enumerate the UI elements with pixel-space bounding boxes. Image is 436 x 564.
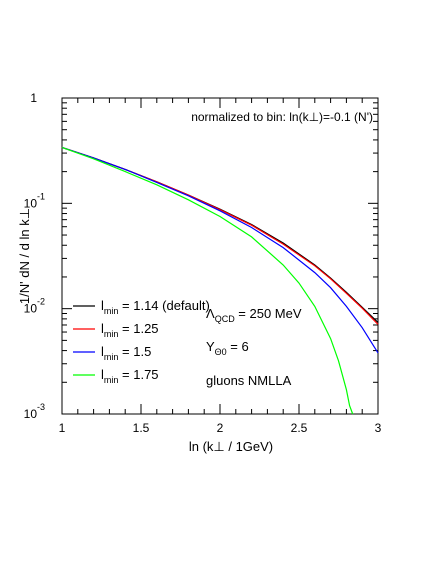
legend-label-main: l xyxy=(101,344,104,359)
y-tick-label: 10 xyxy=(24,302,38,316)
y-tick-exponent: -2 xyxy=(37,297,45,307)
legend-label: lmin = 1.5 xyxy=(101,344,151,362)
legend-label-sub: min xyxy=(104,352,119,362)
axis-ticks xyxy=(61,98,379,415)
x-tick-label: 2.5 xyxy=(291,421,308,435)
x-tick-label: 1.5 xyxy=(133,421,150,435)
annotation-rest: = 6 xyxy=(227,339,249,354)
x-axis-label: ln (k⊥ / 1GeV) xyxy=(189,439,273,454)
legend-label: lmin = 1.75 xyxy=(101,367,159,385)
y-tick-exponent: -3 xyxy=(37,402,45,412)
legend-label-main: l xyxy=(101,321,104,336)
series-line xyxy=(61,146,379,354)
legend-label: lmin = 1.14 (default) xyxy=(101,298,210,316)
y-tick-label: 10 xyxy=(24,407,38,421)
annotation-main: gluons NMLLA xyxy=(206,373,292,388)
series-layer xyxy=(61,146,379,415)
annotation: YΘ0 = 6 xyxy=(206,339,249,357)
legend-label-sub: min xyxy=(104,306,119,316)
series-line xyxy=(61,146,354,415)
legend-label-sub: min xyxy=(104,329,119,339)
x-tick-label: 1 xyxy=(59,421,66,435)
annotation-main: Λ xyxy=(206,306,215,321)
annotation-rest: = 250 MeV xyxy=(235,306,302,321)
annotation: ΛQCD = 250 MeV xyxy=(206,306,302,324)
y-axis-label: 1/N' dN / d ln k⊥ xyxy=(17,208,32,304)
x-tick-label: 3 xyxy=(375,421,382,435)
legend-label: lmin = 1.25 xyxy=(101,321,159,339)
legend-label-rest: = 1.25 xyxy=(118,321,158,336)
legend-label-sub: min xyxy=(104,375,119,385)
top-annotation: normalized to bin: ln(k⊥)=-0.1 (N') xyxy=(191,110,373,124)
x-tick-label: 2 xyxy=(217,421,224,435)
annotation-sub: Θ0 xyxy=(215,347,227,357)
legend-label-main: l xyxy=(101,367,104,382)
legend-label-rest: = 1.5 xyxy=(118,344,151,359)
annotation: gluons NMLLA xyxy=(206,373,292,388)
legend-label-main: l xyxy=(101,298,104,313)
y-tick-exponent: -1 xyxy=(37,191,45,201)
y-tick-label: 10 xyxy=(24,196,38,210)
legend-label-rest: = 1.75 xyxy=(118,367,158,382)
annotation-main: Y xyxy=(206,339,215,354)
legend-label-rest: = 1.14 (default) xyxy=(118,298,209,313)
y-tick-label: 1 xyxy=(30,91,37,105)
annotation-sub: QCD xyxy=(215,314,236,324)
